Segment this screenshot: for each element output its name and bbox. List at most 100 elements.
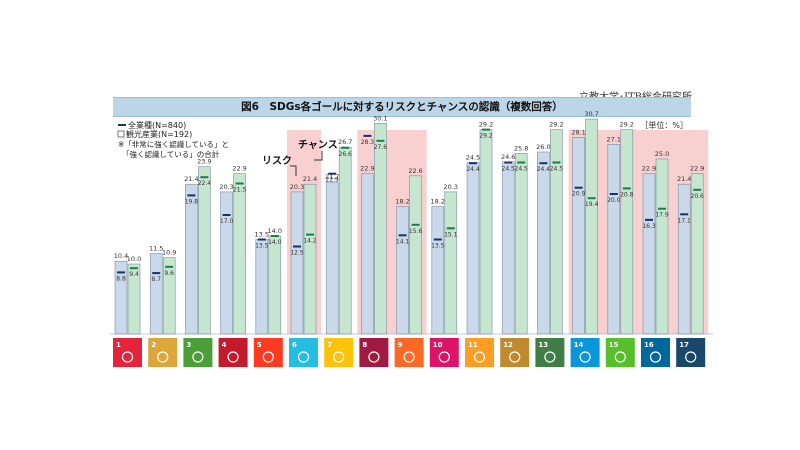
risk-all-value-label: 28.3 [361, 139, 375, 146]
legend-tourism-label: 観光産業(N=192) [126, 129, 192, 139]
sdg-goal-number-label: 17 [679, 341, 689, 349]
goal-icons-layer: 1 2 3 4 5 6 7 8 9 10 11 12 13 14 15 16 17 [113, 338, 706, 367]
risk-bar [185, 183, 198, 335]
chance-value-label: 25.0 [655, 150, 669, 158]
risk-all-value-label: 22.9 [326, 177, 340, 184]
sdg-goal-number-label: 6 [292, 341, 297, 349]
risk-pointer-icon [290, 165, 297, 176]
risk-value-label: 21.7 [325, 173, 339, 181]
sdg-goal-symbol-icon [473, 351, 486, 363]
sdg-goal-symbol-icon [192, 351, 204, 363]
risk-all-value-label: 12.5 [290, 250, 304, 257]
chance-bar [479, 129, 493, 335]
chance-value-label: 10.0 [127, 255, 141, 263]
risk-value-label: 13.5 [255, 231, 269, 239]
chance-bar [268, 235, 282, 335]
chance-value-label: 29.2 [479, 121, 493, 129]
sdg-goal-number-label: 2 [151, 341, 156, 349]
risk-all-value-label: 17.1 [678, 217, 692, 224]
chance-all-value-label: 20.6 [691, 193, 705, 200]
chance-all-value-label: 21.5 [233, 187, 247, 194]
risk-bar [396, 206, 409, 335]
risk-all-value-label: 20.0 [607, 197, 621, 204]
chance-bar [303, 183, 317, 335]
risk-bar [537, 151, 550, 335]
legend-note-line2: 「強く認識している」の合計 [122, 149, 220, 159]
sdg-goal-number-label: 5 [257, 341, 262, 349]
risk-bar [431, 206, 445, 335]
chance-value-label: 22.9 [690, 165, 704, 173]
chance-value-label: 23.9 [197, 158, 211, 166]
chance-all-value-label: 26.6 [339, 151, 353, 158]
risk-all-value-label: 16.3 [642, 223, 656, 230]
chance-bar [198, 166, 211, 335]
risk-all-value-label: 24.5 [502, 166, 516, 173]
chance-all-value-label: 29.2 [479, 133, 493, 140]
chance-value-label: 29.2 [549, 121, 563, 129]
chance-all-value-label: 9.4 [129, 271, 139, 278]
chance-all-value-label: 15.6 [409, 228, 423, 235]
risk-value-label: 11.5 [149, 245, 163, 253]
risk-bar [149, 253, 163, 335]
risk-all-value-label: 19.8 [185, 198, 199, 205]
risk-all-value-label: 13.5 [255, 243, 269, 250]
chance-value-label: 25.8 [514, 144, 528, 152]
risk-bar [677, 183, 691, 335]
risk-bar [325, 181, 339, 335]
sdg-goal-symbol-icon [438, 351, 450, 363]
sdg-goal-symbol-icon [544, 351, 556, 363]
markers-layer [117, 128, 702, 275]
risk-value-label: 26.0 [536, 143, 550, 151]
risk-all-value-label: 24.4 [537, 166, 551, 173]
chance-value-label: 26.7 [338, 138, 352, 146]
chance-value-label: 14.0 [268, 227, 282, 235]
chance-all-value-label: 17.9 [655, 212, 669, 219]
risk-value-label: 18.2 [431, 198, 445, 206]
sdg-goal-number-label: 9 [398, 341, 403, 349]
sdg-goal-symbol-icon [649, 351, 662, 363]
chance-value-label: 21.4 [303, 175, 317, 183]
chance-all-value-label: 22.4 [198, 180, 212, 187]
risk-value-label: 10.4 [114, 252, 128, 260]
risk-bar [466, 162, 480, 335]
chance-all-value-label: 24.5 [550, 166, 564, 173]
chance-value-label: 10.9 [162, 249, 176, 257]
sdg-goal-number-label: 3 [186, 341, 191, 349]
sdg-goal-symbol-icon [333, 351, 345, 363]
sdg-goal-number-label: 15 [609, 341, 619, 349]
sdg-goal-symbol-icon [368, 351, 380, 363]
sdg-goal-number-label: 11 [468, 341, 478, 349]
risk-value-label: 20.3 [219, 183, 233, 191]
legend-note-line1: ※「非常に強く認識している」と [118, 139, 229, 149]
chance-pointer-icon [314, 151, 323, 161]
sdg-goal-number-label: 14 [574, 341, 584, 349]
risk-value-label: 18.2 [395, 198, 409, 206]
risk-bar [642, 173, 656, 335]
chance-all-value-label: 9.6 [164, 270, 174, 277]
sdg-goal-symbol-icon [262, 351, 274, 363]
value-labels-layer: 10.410.0 8.89.4 11.510.9 8.79.6 21.4 23.9 19.8… [114, 110, 705, 283]
sdg-goal-symbol-icon [579, 351, 591, 363]
sdg-goal-symbol-icon [685, 351, 697, 363]
risk-all-value-label: 14.1 [396, 238, 410, 245]
risk-bar [572, 137, 585, 335]
sdg-goal-symbol-icon [509, 351, 521, 363]
risk-value-label: 27.1 [607, 135, 621, 143]
chart-title: 図6 SDGs各ゴールに対するリスクとチャンスの認識（複数回答） [113, 97, 691, 117]
chance-value-label: 29.2 [620, 121, 634, 129]
risk-bar [290, 191, 304, 335]
risk-all-value-label: 8.7 [151, 276, 161, 283]
chance-value-label: 22.6 [408, 167, 422, 175]
sdg-goal-number-label: 12 [503, 341, 513, 349]
sdg-goal-number-label: 10 [433, 341, 443, 349]
unit-label: ［単位：%］ [640, 120, 688, 130]
risk-value-label: 28.1 [571, 128, 585, 136]
risk-all-value-label: 17.0 [220, 218, 234, 225]
legend-all-label: 全業種(N=840) [128, 120, 186, 130]
chance-bar [444, 191, 458, 335]
sdg-goal-number-label: 7 [327, 341, 332, 349]
sdg-goal-symbol-icon [157, 351, 169, 363]
legend-tourism-box-icon [117, 130, 125, 138]
sdg-goal-symbol-icon [403, 351, 415, 363]
